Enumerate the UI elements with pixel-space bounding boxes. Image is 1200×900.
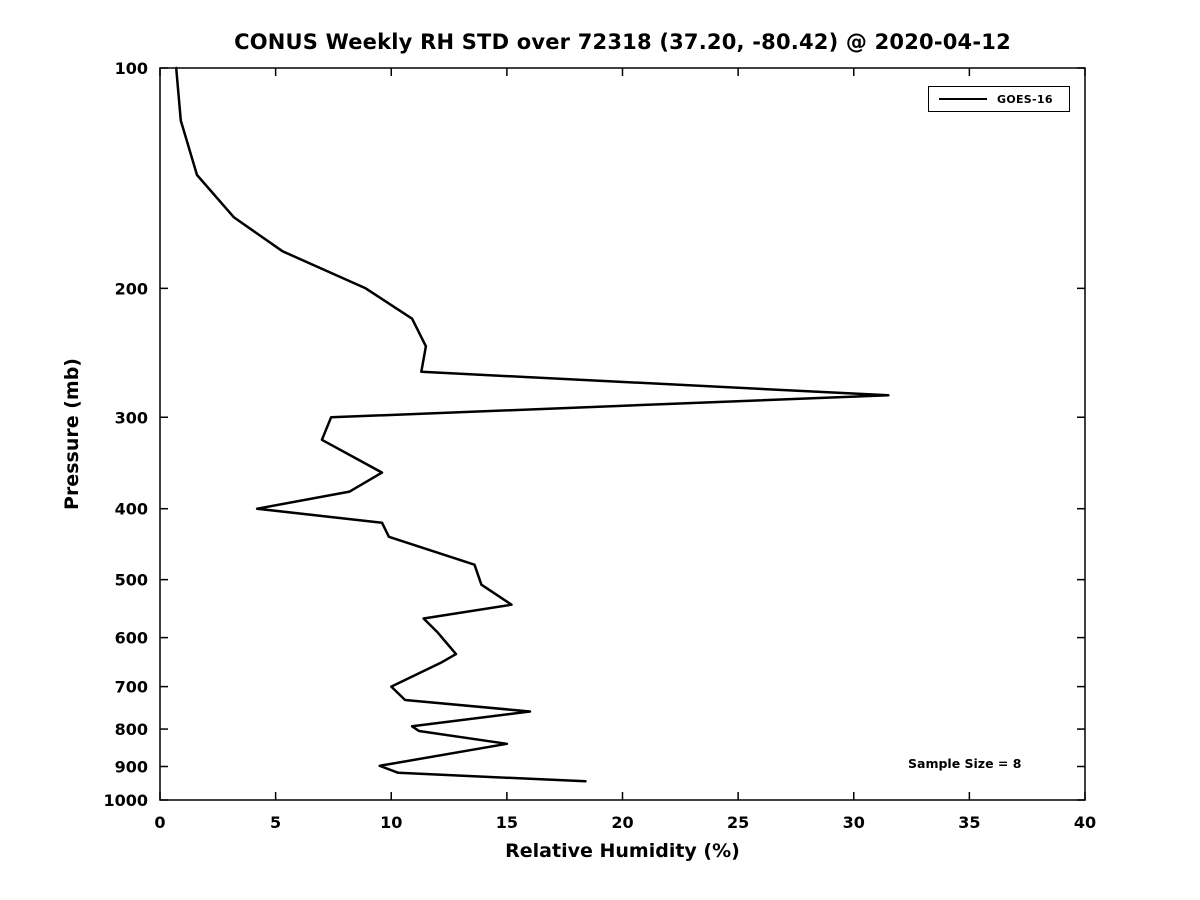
rh-std-curve: [174, 66, 890, 783]
x-tick-label: 0: [154, 813, 165, 832]
x-axis-label: Relative Humidity (%): [505, 840, 740, 862]
y-tick-label: 600: [115, 629, 148, 648]
x-tick-label: 25: [727, 813, 749, 832]
y-tick-label: 500: [115, 571, 148, 590]
sample-size-annotation: Sample Size = 8: [908, 756, 1022, 771]
chart-title: CONUS Weekly RH STD over 72318 (37.20, -…: [234, 30, 1011, 54]
y-tick-label: 800: [115, 720, 148, 739]
y-tick-label: 1000: [103, 791, 148, 810]
legend: GOES-16: [928, 86, 1070, 112]
y-tick-label: 400: [115, 500, 148, 519]
y-tick-label: 200: [115, 279, 148, 298]
x-tick-label: 15: [496, 813, 518, 832]
axes-box: [159, 67, 1086, 801]
x-tick-label: 5: [270, 813, 281, 832]
y-tick-label: 300: [115, 408, 148, 427]
y-tick-label: 700: [115, 678, 148, 697]
legend-line-sample: [939, 98, 987, 100]
x-tick-label: 20: [611, 813, 633, 832]
legend-label: GOES-16: [997, 92, 1053, 106]
y-tick-label: 900: [115, 758, 148, 777]
y-axis-label: Pressure (mb): [61, 358, 83, 510]
x-tick-label: 30: [843, 813, 865, 832]
x-tick-label: 40: [1074, 813, 1096, 832]
x-tick-label: 35: [958, 813, 980, 832]
x-tick-label: 10: [380, 813, 402, 832]
y-tick-label: 100: [115, 59, 148, 78]
